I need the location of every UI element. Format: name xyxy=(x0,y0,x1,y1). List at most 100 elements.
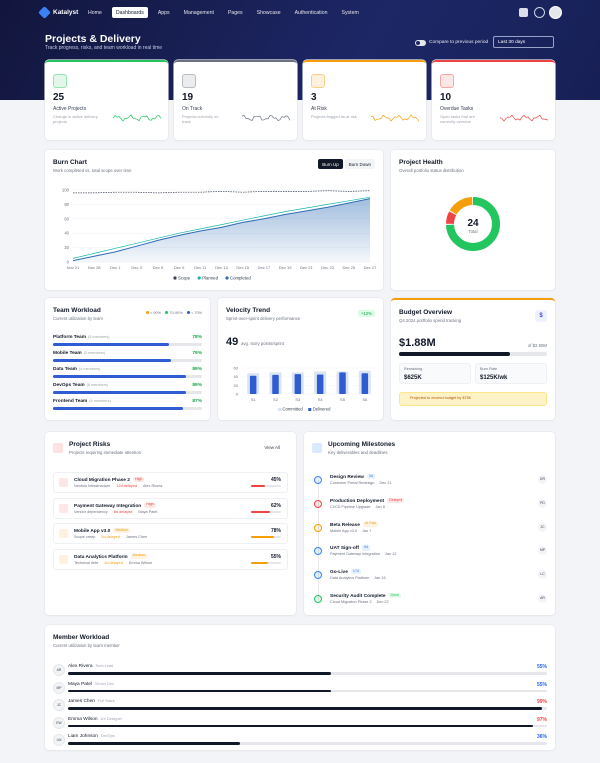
bar-track xyxy=(251,510,281,513)
nav-item[interactable]: System xyxy=(341,9,359,16)
card-title: Velocity Trend xyxy=(226,307,271,314)
team-pct: 89% xyxy=(192,367,202,372)
milestone-project: Payment Gateway Integration xyxy=(330,552,381,557)
chart-svg: 0 20 40 60 S1 S2 S3 S4 S5 S6 Committed Delivered xyxy=(234,366,376,412)
risk-pct: 62% xyxy=(270,502,281,509)
x-tick-label: S3 xyxy=(295,397,301,402)
kpi-icon xyxy=(182,74,196,88)
kpi-icon xyxy=(53,74,67,88)
legend-label: < 70% xyxy=(191,311,202,315)
legend-swatch xyxy=(278,408,281,411)
kpi-card: 25 Active Projects Change in active delive… xyxy=(45,60,168,140)
risk-delay: 8d delayed xyxy=(113,509,133,514)
x-tick-label: Dec 17 xyxy=(258,265,271,270)
risk-meta: Scope creep 5d delayed James Chen xyxy=(74,535,147,540)
legend-dot xyxy=(165,311,169,314)
risk-meta: Vendor dependency 8d delayed Maya Patel xyxy=(74,509,157,515)
sparkline xyxy=(112,114,162,122)
risk-item[interactable]: Payment Gateway Integration High Vendor de… xyxy=(53,497,288,519)
team-members: (3 members) xyxy=(83,351,106,355)
card-subtitle: Projects requiring immediate attention xyxy=(69,450,142,455)
milestone-owner: MP xyxy=(538,546,547,556)
member-avatar: AR xyxy=(53,664,65,676)
range-value: Last 30 days xyxy=(498,39,526,45)
card-subtitle: Q4 2024 portfolio spend tracking xyxy=(399,318,462,323)
team-pct: 89% xyxy=(192,383,202,388)
nav-item[interactable]: Showcase xyxy=(256,9,281,16)
brand[interactable]: Katalyst xyxy=(53,9,79,16)
risk-icon xyxy=(53,443,63,453)
y-tick-label: 0 xyxy=(67,260,70,265)
team-name: Frontend Team xyxy=(53,399,88,404)
risk-name: Mobile App v3.0 xyxy=(74,528,111,534)
risk-item[interactable]: Cloud Migration Phase 2 High Nimbus Infras… xyxy=(53,472,288,493)
logo xyxy=(38,6,51,19)
nav-item[interactable]: Authentication xyxy=(294,9,328,16)
milestone-date: Jan 8 xyxy=(375,504,385,509)
milestone-meta: Customer Portal Redesign Dec 21 xyxy=(330,481,392,486)
bar xyxy=(68,742,241,745)
avatar[interactable] xyxy=(549,6,562,19)
page-subtitle: Track progress, risks, and team workload… xyxy=(45,45,163,51)
bar xyxy=(53,343,170,346)
kpi-icon xyxy=(440,74,454,88)
x-tick-label: S2 xyxy=(273,397,279,402)
milestone-badge: 3d xyxy=(366,473,375,480)
flag-icon[interactable] xyxy=(519,8,528,17)
x-tick-label: Dec 3 xyxy=(131,265,142,270)
milestone-name: Production Deployment xyxy=(330,498,385,504)
legend: > 90% 70-90% < 70% xyxy=(145,311,202,315)
risk-item[interactable]: Mobile App v3.0 Medium Scope creep 5d delay… xyxy=(53,523,288,544)
risk-name-row: Cloud Migration Phase 2 High xyxy=(74,477,145,484)
risk-reason: Technical debt xyxy=(74,560,99,565)
milestone-date: Dec 22 xyxy=(376,600,389,604)
tab[interactable]: Burn Down xyxy=(344,159,375,169)
nav-item[interactable]: Dashboards xyxy=(111,7,148,18)
bar xyxy=(53,375,186,378)
card-title: Member Workload xyxy=(53,634,110,641)
milestone-meta: Data Analytics Platform Jan 15 xyxy=(330,576,386,581)
nav-item[interactable]: Home xyxy=(88,9,102,16)
milestone-name: Design Review xyxy=(330,474,364,480)
milestone-badge: Delayed xyxy=(387,497,405,503)
milestone-meta: Payment Gateway Integration Jan 12 xyxy=(330,552,396,557)
risk-pct: 45% xyxy=(270,477,281,483)
range-select[interactable]: Last 30 days xyxy=(493,36,554,48)
risk-item[interactable]: Data Analytics Platform Medium Technical d… xyxy=(53,548,288,570)
budget-card: Budget Overview Q4 2024 portfolio spend t… xyxy=(391,298,555,420)
member-name: Maya Patel xyxy=(68,681,92,687)
nav-item[interactable]: Apps xyxy=(157,9,170,16)
risk-owner: Alex Rivera xyxy=(143,484,163,488)
nav-item[interactable]: Pages xyxy=(227,9,243,16)
change-badge: +12% xyxy=(357,310,375,318)
nav-item[interactable]: Management xyxy=(183,9,214,16)
x-tick-label: S6 xyxy=(362,397,368,402)
risk-item-icon xyxy=(59,554,68,564)
tab[interactable]: Burn Up xyxy=(318,159,343,169)
kpi-label: At Risk xyxy=(311,106,327,112)
risk-owner: Emma Wilson xyxy=(128,560,153,565)
bar-track xyxy=(251,536,281,538)
bar-track xyxy=(68,672,547,675)
member-name: James Chen xyxy=(68,699,95,704)
risk-reason: Scope creep xyxy=(74,535,96,539)
member-pct: 97% xyxy=(536,716,547,723)
risk-meta: Technical debt 3d delayed Emma Wilson xyxy=(74,560,153,566)
milestone-owner: JC xyxy=(538,522,547,532)
milestone-name-row: UAT Sign-off 5d xyxy=(330,545,370,552)
team-name-row: Frontend Team (6 members) xyxy=(53,399,111,405)
risk-badge: High xyxy=(144,502,156,508)
kpi-label: Active Projects xyxy=(53,106,87,112)
legend-label: > 90% xyxy=(150,311,162,315)
chart-svg xyxy=(499,114,549,122)
toggle[interactable] xyxy=(415,40,426,46)
health-card: Project Health Overall portfolio status d… xyxy=(391,150,555,290)
member-role: Tech Lead xyxy=(95,664,114,668)
card-subtitle: Work completed vs. total scope over time xyxy=(53,168,132,173)
risk-name-row: Mobile App v3.0 Medium xyxy=(74,528,131,535)
view-all[interactable]: View All xyxy=(264,445,280,450)
legend-dot xyxy=(186,311,190,314)
bell-icon[interactable] xyxy=(534,7,545,18)
chart-svg xyxy=(241,114,291,122)
